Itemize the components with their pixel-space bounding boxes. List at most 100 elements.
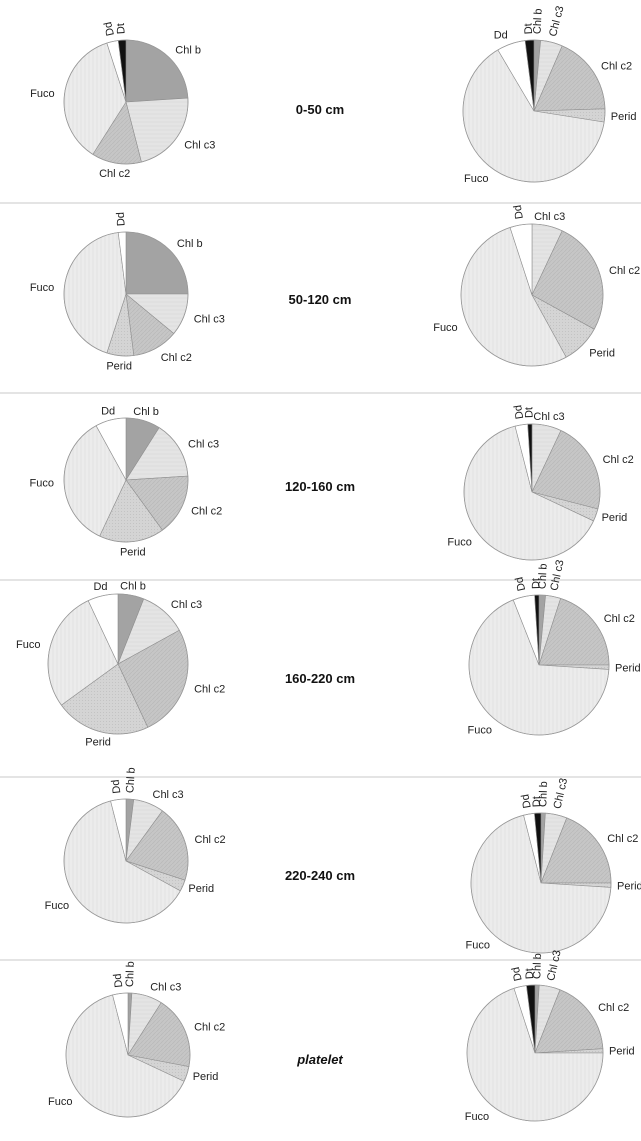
pie-label-chl-c2: Chl c2	[99, 168, 130, 180]
row-label: 0-50 cm	[296, 102, 344, 117]
pie-label-perid: Perid	[188, 883, 214, 895]
pie-right-row-1: Chl c3 Chl c2 Perid Fuco Dd	[433, 204, 640, 367]
pie-label-perid: Perid	[85, 737, 111, 749]
pie-left-row-4: Chl b Chl c3 Chl c2 Perid Fuco Dd	[45, 767, 226, 924]
pie-label-dd: Dd	[115, 212, 128, 227]
pie-label-dt: Dt	[115, 23, 128, 35]
pie-label-chl-c3: Chl c3	[552, 777, 571, 810]
pie-label-fuco: Fuco	[45, 900, 69, 912]
pie-label-chl-c2: Chl c2	[195, 834, 226, 846]
pie-outline	[47, 593, 189, 735]
pie-label-chl-b: Chl b	[175, 45, 201, 57]
pie-label-dd: Dd	[510, 966, 525, 982]
pie-label-chl-b: Chl b	[120, 580, 146, 592]
pie-label-chl-b: Chl b	[537, 563, 550, 589]
pie-outline	[460, 223, 604, 367]
pie-outline	[63, 231, 189, 357]
pie-label-dd: Dd	[101, 405, 115, 417]
pie-label-chl-c2: Chl c2	[607, 833, 638, 845]
pie-outline	[63, 798, 189, 924]
pie-label-dt: Dt	[522, 23, 535, 35]
pie-label-perid: Perid	[589, 347, 615, 359]
pie-label-chl-c3: Chl c3	[188, 438, 219, 450]
pie-left-row-2: Chl b Chl c3 Chl c2 Perid Fuco Dd	[30, 405, 223, 558]
pie-label-dt: Dt	[531, 796, 544, 808]
pie-label-dd: Dd	[494, 29, 508, 41]
row-label: 220-240 cm	[285, 868, 355, 883]
pie-label-fuco: Fuco	[468, 725, 492, 737]
pie-label-chl-c3: Chl c3	[548, 559, 566, 592]
pie-label-perid: Perid	[106, 361, 132, 373]
pie-label-fuco: Fuco	[465, 1111, 489, 1123]
row-label: 160-220 cm	[285, 671, 355, 686]
pie-label-fuco: Fuco	[30, 282, 54, 294]
pie-label-chl-c2: Chl c2	[194, 684, 225, 696]
pie-left-row-5: Chl b Chl c3 Chl c2 Perid Fuco Dd	[48, 961, 225, 1118]
pie-left-row-3: Chl b Chl c3 Chl c2 Perid Fuco Dd	[16, 580, 225, 748]
pie-label-chl-c2: Chl c2	[603, 454, 634, 466]
pie-label-dd: Dd	[513, 576, 528, 592]
pie-outline	[466, 984, 604, 1122]
pie-label-fuco: Fuco	[433, 322, 457, 334]
pie-label-fuco: Fuco	[447, 537, 471, 549]
pie-label-dd: Dd	[110, 779, 124, 794]
pie-label-fuco: Fuco	[30, 477, 54, 489]
pie-label-perid: Perid	[615, 662, 641, 674]
pie-label-chl-c3: Chl c3	[184, 139, 215, 151]
pie-outline	[470, 812, 612, 954]
pie-label-dd: Dd	[102, 21, 117, 37]
pie-label-chl-c2: Chl c2	[191, 506, 222, 518]
pie-label-dt: Dt	[523, 407, 535, 418]
row-label: 120-160 cm	[285, 479, 355, 494]
pie-label-dd: Dd	[112, 973, 126, 988]
pie-label-fuco: Fuco	[30, 88, 54, 100]
pie-label-dd: Dd	[519, 793, 533, 809]
pie-label-chl-c2: Chl c2	[601, 61, 632, 73]
pie-label-chl-c2: Chl c2	[161, 352, 192, 364]
pie-label-chl-b: Chl b	[124, 961, 137, 987]
pie-outline	[63, 39, 189, 165]
pie-label-chl-c3: Chl c3	[534, 211, 565, 223]
row-label: 50-120 cm	[289, 292, 352, 307]
pie-label-chl-c2: Chl c2	[609, 265, 640, 277]
pie-label-fuco: Fuco	[466, 940, 490, 952]
pie-label-perid: Perid	[609, 1046, 635, 1058]
pie-label-dt: Dt	[524, 968, 537, 980]
pie-label-perid: Perid	[611, 111, 637, 123]
pie-outline	[65, 992, 191, 1118]
pie-label-chl-b: Chl b	[124, 767, 138, 793]
pie-label-chl-c2: Chl c2	[604, 613, 635, 625]
pie-right-row-0: Chl b Chl c3 Chl c2 Perid Fuco Dd Dt	[462, 5, 637, 185]
pie-label-chl-c3: Chl c3	[194, 313, 225, 325]
pie-label-fuco: Fuco	[48, 1096, 72, 1108]
pie-outline	[468, 594, 610, 736]
pie-label-chl-b: Chl b	[177, 238, 203, 250]
pie-label-chl-b: Chl b	[531, 953, 544, 979]
pie-outline	[462, 39, 606, 183]
pie-label-chl-b: Chl b	[133, 406, 159, 418]
row-labels: 0-50 cm 50-120 cm 120-160 cm 160-220 cm …	[285, 102, 355, 1067]
pie-label-fuco: Fuco	[16, 639, 40, 651]
pie-label-dd: Dd	[512, 204, 526, 220]
pie-label-perid: Perid	[120, 547, 146, 559]
pie-label-fuco: Fuco	[464, 173, 488, 185]
pie-label-dd: Dd	[93, 581, 107, 593]
pie-label-chl-c3: Chl c3	[171, 599, 202, 611]
pie-label-chl-c3: Chl c3	[150, 982, 181, 994]
pie-outline	[463, 423, 601, 561]
pie-label-chl-c3: Chl c3	[153, 789, 184, 801]
pie-label-perid: Perid	[602, 512, 628, 524]
pie-left-row-1: Chl b Chl c3 Chl c2 Perid Fuco Dd	[30, 212, 225, 373]
pie-label-chl-b: Chl b	[537, 781, 550, 807]
pie-label-dt: Dt	[530, 578, 542, 589]
pie-label-perid: Perid	[193, 1071, 219, 1083]
row-label: platelet	[296, 1052, 343, 1067]
pie-label-chl-b: Chl b	[532, 8, 545, 34]
